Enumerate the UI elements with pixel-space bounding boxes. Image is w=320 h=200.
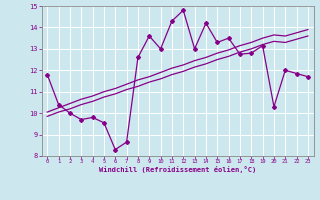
X-axis label: Windchill (Refroidissement éolien,°C): Windchill (Refroidissement éolien,°C): [99, 166, 256, 173]
